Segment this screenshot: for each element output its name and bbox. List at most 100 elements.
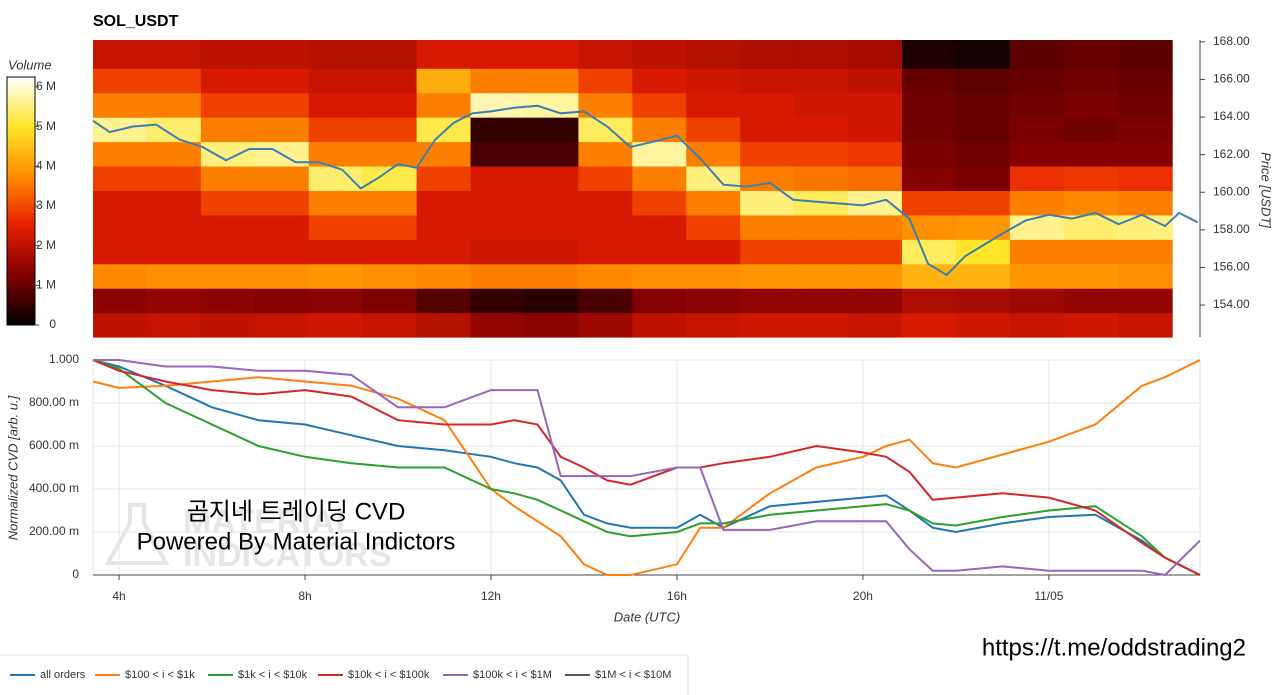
heatmap-cell xyxy=(362,92,418,118)
heatmap-cell xyxy=(146,92,202,118)
heatmap-cell xyxy=(578,117,633,143)
heatmap-cell xyxy=(632,141,687,167)
heatmap-cell xyxy=(901,263,957,289)
heatmap-cell xyxy=(1009,214,1065,240)
heatmap-cell xyxy=(794,141,849,167)
heatmap-cell xyxy=(200,141,256,167)
heatmap-cell xyxy=(1117,263,1173,289)
heatmap-cell xyxy=(955,165,1011,191)
heatmap-cell xyxy=(254,263,310,289)
heatmap-cell xyxy=(146,239,202,265)
heatmap-cell xyxy=(524,141,579,167)
heatmap-cell xyxy=(955,239,1011,265)
heatmap-cell xyxy=(955,190,1011,216)
heatmap-cell xyxy=(901,165,957,191)
heatmap-cell xyxy=(686,239,741,265)
heatmap-cell xyxy=(901,117,957,143)
heatmap-cell xyxy=(416,165,472,191)
heatmap-cell xyxy=(632,214,687,240)
heatmap-cell xyxy=(470,165,526,191)
heatmap-cell xyxy=(254,117,310,143)
y-tick-label: 400.00 m xyxy=(29,481,79,495)
heatmap-cell xyxy=(1063,263,1119,289)
heatmap-cell xyxy=(686,68,741,94)
heatmap-cell xyxy=(794,239,849,265)
heatmap-cell xyxy=(308,117,364,143)
heatmap-cell xyxy=(362,239,418,265)
heatmap-cell xyxy=(200,117,256,143)
heatmap-cell xyxy=(1117,165,1173,191)
heatmap-cell xyxy=(308,263,364,289)
heatmap-cell xyxy=(794,288,849,314)
heatmap-cell xyxy=(848,312,903,338)
heatmap-cell xyxy=(901,239,957,265)
heatmap-cell xyxy=(470,68,526,94)
heatmap-cell xyxy=(1117,312,1173,338)
heatmap-cell xyxy=(1117,239,1173,265)
heatmap-cell xyxy=(740,312,795,338)
heatmap-cell xyxy=(794,117,849,143)
heatmap-cell xyxy=(1117,190,1173,216)
y-tick-label: 156.00 xyxy=(1213,260,1250,274)
heatmap-cell xyxy=(632,312,687,338)
heatmap-cell xyxy=(740,117,795,143)
y-tick-label: 160.00 xyxy=(1213,184,1250,198)
url: https://t.me/oddstrading2 xyxy=(982,634,1246,661)
heatmap-cell xyxy=(1009,239,1065,265)
colorbar-tick-label: 1 M xyxy=(36,277,56,291)
y-axis-label: Price [USDT] xyxy=(1259,152,1274,228)
heatmap-cell xyxy=(93,165,148,191)
heatmap-cell xyxy=(416,214,472,240)
heatmap-cell xyxy=(200,239,256,265)
heatmap-cell xyxy=(578,165,633,191)
heatmap-cell xyxy=(578,214,633,240)
heatmap-cell xyxy=(1063,239,1119,265)
heatmap-cell xyxy=(200,190,256,216)
heatmap-cell xyxy=(740,68,795,94)
legend-label: $100k < i < $1M xyxy=(473,669,552,681)
heatmap-cell xyxy=(470,263,526,289)
heatmap-cell xyxy=(416,263,472,289)
heatmap-cell xyxy=(578,40,633,69)
heatmap-cell xyxy=(794,214,849,240)
heatmap-cell xyxy=(524,312,579,338)
heatmap-cell xyxy=(308,190,364,216)
heatmap-cell xyxy=(740,92,795,118)
colorbar-tick-label: 5 M xyxy=(36,119,56,133)
heatmap-cell xyxy=(93,141,148,167)
heatmap-cell xyxy=(416,239,472,265)
y-tick-label: 0 xyxy=(72,567,79,581)
heatmap-cell xyxy=(686,117,741,143)
heatmap-cell xyxy=(578,288,633,314)
heatmap-cell xyxy=(146,263,202,289)
heatmap-cell xyxy=(1117,141,1173,167)
heatmap-cell xyxy=(955,288,1011,314)
heatmap-cell xyxy=(848,68,903,94)
colorbar-tick-label: 3 M xyxy=(36,198,56,212)
watermark-icon xyxy=(104,503,170,565)
heatmap-cell xyxy=(794,165,849,191)
heatmap-cell xyxy=(254,165,310,191)
heatmap-cell xyxy=(93,40,148,69)
heatmap-cell xyxy=(794,40,849,69)
heatmap-cell xyxy=(93,214,148,240)
heatmap-cell xyxy=(308,92,364,118)
cvd-line xyxy=(92,359,1201,576)
heatmap-cell xyxy=(1063,190,1119,216)
heatmap-cell xyxy=(362,312,418,338)
heatmap-cell xyxy=(632,165,687,191)
colorbar-tick-label: 0 xyxy=(49,317,56,331)
heatmap-cell xyxy=(1009,68,1065,94)
heatmap-cell xyxy=(740,40,795,69)
heatmap-cell xyxy=(524,263,579,289)
legend-label: $10k < i < $100k xyxy=(348,669,430,681)
heatmap-cell xyxy=(632,92,687,118)
heatmap-cell xyxy=(578,68,633,94)
heatmap-cell xyxy=(632,68,687,94)
heatmap-cell xyxy=(93,239,148,265)
heatmap-cell xyxy=(146,165,202,191)
heatmap-cell xyxy=(686,40,741,69)
heatmap-cell xyxy=(254,312,310,338)
heatmap-cell xyxy=(146,214,202,240)
colorbar-tick-label: 6 M xyxy=(36,79,56,93)
